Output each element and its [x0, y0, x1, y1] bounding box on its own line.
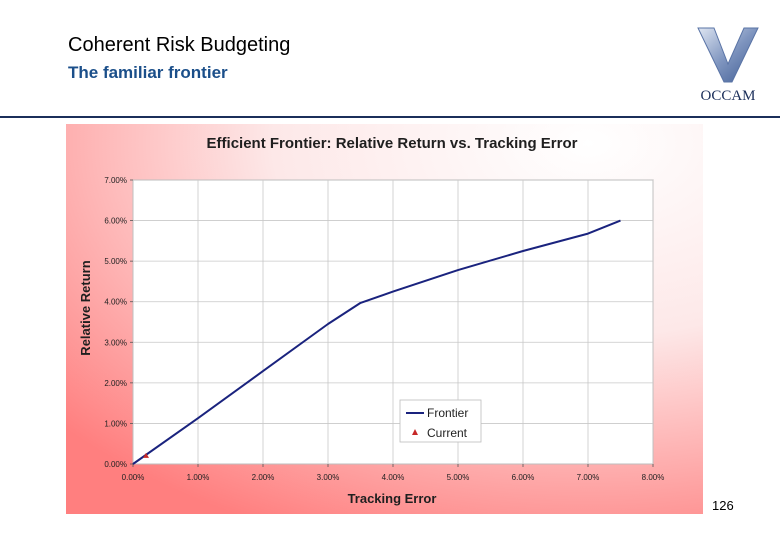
x-tick-label: 4.00%: [382, 473, 405, 482]
legend-frontier-label: Frontier: [427, 406, 468, 420]
x-tick-labels: 0.00% 1.00% 2.00% 3.00% 4.00% 5.00% 6.00% 7.00%…: [122, 464, 665, 482]
y-tick-label: 5.00%: [104, 257, 127, 266]
y-tick-label: 0.00%: [104, 460, 127, 469]
y-tick-label: 2.00%: [104, 379, 127, 388]
y-tick-label: 3.00%: [104, 338, 127, 347]
efficient-frontier-chart: Efficient Frontier: Relative Return vs. …: [66, 124, 703, 514]
frontier-line: [132, 219, 621, 465]
x-tick-label: 8.00%: [642, 473, 665, 482]
y-tick-labels: 0.00% 1.00% 2.00% 3.00% 4.00% 5.00% 6.00% 7.00%: [104, 176, 133, 469]
y-tick-label: 6.00%: [104, 217, 127, 226]
chart-legend: Frontier Current: [399, 399, 482, 443]
x-tick-label: 7.00%: [577, 473, 600, 482]
gridlines: [132, 179, 654, 465]
y-tick-label: 7.00%: [104, 176, 127, 185]
legend-current-swatch: [412, 429, 418, 435]
y-tick-label: 4.00%: [104, 298, 127, 307]
header-rule: [0, 116, 780, 118]
slide-subtitle: The familiar frontier: [68, 63, 228, 82]
page-number: 126: [712, 498, 734, 513]
x-axis-label: Tracking Error: [348, 491, 437, 506]
series-layer: [132, 219, 621, 465]
current-point: [143, 452, 149, 458]
x-tick-label: 1.00%: [187, 473, 210, 482]
y-tick-label: 1.00%: [104, 419, 127, 428]
x-tick-label: 2.00%: [252, 473, 275, 482]
y-axis-label: Relative Return: [78, 260, 93, 355]
x-tick-label: 6.00%: [512, 473, 535, 482]
occam-logo: OCCAM: [697, 27, 759, 104]
x-tick-label: 5.00%: [447, 473, 470, 482]
slide-title: Coherent Risk Budgeting: [68, 34, 291, 56]
x-tick-label: 0.00%: [122, 473, 145, 482]
legend-current-label: Current: [427, 426, 468, 440]
logo-wordmark: OCCAM: [700, 88, 755, 104]
x-tick-label: 3.00%: [317, 473, 340, 482]
chart-title: Efficient Frontier: Relative Return vs. …: [207, 135, 578, 152]
